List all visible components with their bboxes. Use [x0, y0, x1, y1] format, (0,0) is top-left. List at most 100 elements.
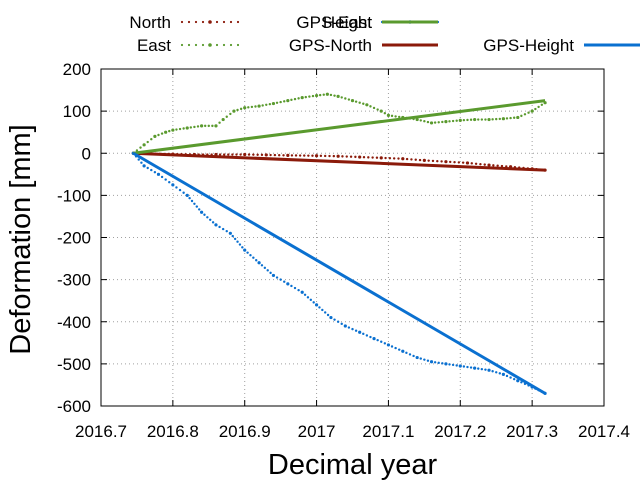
legend-label: North	[129, 13, 171, 32]
legend-item-gps-east: GPS-East	[296, 13, 438, 32]
north-trace-dot	[440, 160, 443, 163]
legend-swatch-dot	[194, 43, 198, 47]
height-trace-dot	[484, 368, 487, 371]
height-trace-dot	[218, 225, 221, 229]
east-trace-dot	[495, 117, 498, 121]
legend-label: East	[137, 36, 171, 55]
north-trace-dot	[427, 159, 430, 162]
legend-item-north: North	[129, 13, 240, 32]
height-trace-dot	[209, 218, 212, 222]
east-trace-dot	[182, 127, 185, 130]
east-point	[473, 117, 477, 122]
east-trace-dot	[175, 128, 178, 131]
y-tick-label: -300	[57, 271, 91, 290]
east-trace-dot	[383, 112, 387, 115]
east-point	[501, 117, 505, 121]
legend-swatch-dot	[229, 20, 233, 24]
north-point	[422, 158, 426, 163]
north-trace-dot	[470, 162, 473, 165]
x-tick-label: 2017	[298, 422, 336, 441]
north-trace-dot	[332, 154, 336, 158]
height-trace-dot	[306, 296, 310, 299]
east-point	[386, 113, 391, 117]
east-trace-dot	[229, 112, 232, 116]
height-trace-dot	[195, 205, 199, 208]
east-point	[171, 128, 175, 132]
east-point	[336, 94, 340, 98]
grid	[100, 68, 605, 407]
east-trace-dot	[462, 118, 466, 122]
height-point	[300, 290, 304, 294]
height-trace-dot	[423, 358, 426, 361]
east-point	[314, 93, 319, 98]
east-trace-dot	[218, 121, 221, 124]
height-trace-dot	[369, 335, 372, 339]
height-trace-dot	[290, 284, 293, 288]
east-trace-dot	[394, 115, 397, 118]
height-trace-dot	[505, 374, 509, 378]
east-trace-dot	[254, 105, 257, 108]
x-tick-label: 2016.7	[75, 422, 127, 441]
legend-label: GPS-North	[289, 36, 372, 55]
height-trace-dot	[455, 364, 458, 367]
east-trace-dot	[509, 116, 512, 120]
height-trace-dot	[512, 377, 516, 381]
east-trace-dot	[448, 120, 451, 123]
height-trace-dot	[323, 311, 327, 314]
east-point	[458, 118, 462, 122]
north-trace-dot	[500, 164, 504, 168]
height-trace-dot	[168, 181, 171, 184]
height-trace-dot	[279, 278, 282, 281]
north-trace-dot	[319, 154, 323, 158]
north-trace-dot	[311, 154, 314, 157]
height-point	[200, 210, 204, 214]
height-trace-dot	[419, 357, 422, 360]
height-trace-dot	[405, 351, 408, 355]
east-trace-dot	[193, 125, 196, 129]
north-trace-dot	[298, 154, 302, 157]
height-trace-dot	[376, 338, 379, 342]
north-point	[314, 154, 319, 158]
gps-north-line	[133, 151, 546, 172]
north-point	[444, 160, 448, 164]
y-tick-label: -200	[57, 229, 91, 248]
east-point	[185, 126, 189, 130]
height-point	[516, 379, 520, 383]
height-trace-dot	[477, 367, 480, 370]
east-trace-dot	[390, 114, 394, 118]
east-point	[300, 96, 304, 100]
north-trace-dot	[328, 154, 331, 158]
east-trace-dot	[362, 102, 365, 105]
east-trace-dot	[283, 100, 286, 103]
x-tick-label: 2016.8	[147, 422, 199, 441]
height-point	[329, 315, 333, 320]
height-trace-dot	[175, 186, 178, 189]
east-trace-dot	[250, 105, 254, 109]
height-point	[473, 366, 477, 370]
north-trace-dot	[303, 154, 306, 157]
north-trace-dot	[418, 158, 422, 162]
legend: North East Height GPS-North GPS-East GPS-Heig…	[129, 13, 640, 55]
north-trace-dot	[449, 160, 452, 164]
east-trace-dot	[451, 119, 455, 123]
height-trace-dot	[249, 253, 252, 257]
north-point	[487, 163, 491, 167]
height-trace-dot	[140, 161, 143, 164]
north-trace-dot	[431, 159, 435, 163]
east-point	[516, 115, 520, 120]
east-point	[487, 117, 491, 122]
height-trace-dot	[390, 345, 394, 348]
height-point	[415, 355, 419, 360]
height-point	[458, 364, 462, 368]
height-trace-dot	[437, 361, 440, 365]
height-point	[358, 330, 362, 334]
north-trace-dot	[474, 162, 478, 165]
legend-swatch-dot	[208, 20, 212, 24]
height-trace-dot	[451, 363, 455, 367]
height-trace-dot	[312, 301, 315, 304]
height-trace-dot	[412, 354, 415, 358]
east-trace-dot	[480, 118, 484, 121]
north-trace-dot	[273, 153, 277, 157]
height-trace-dot	[498, 372, 502, 375]
height-trace-dot	[326, 313, 330, 317]
